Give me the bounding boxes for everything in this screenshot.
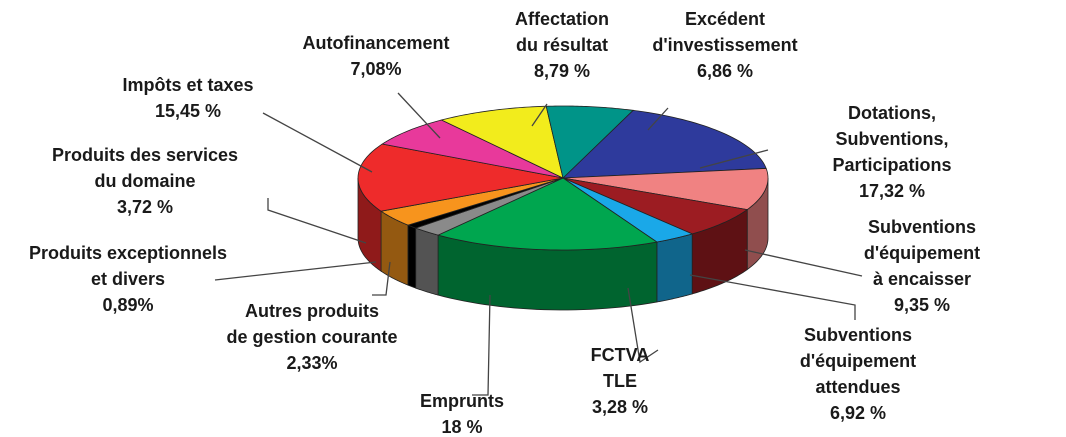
pie-tops: [357, 105, 769, 251]
category-name: Emprunts: [419, 391, 505, 411]
category-name: Subventions d'équipement attendues: [799, 325, 917, 397]
slice-label: Subventions d'équipement à encaisser 9,35…: [850, 214, 994, 318]
category-name: Subventions d'équipement à encaisser: [863, 217, 981, 289]
leader-line: [397, 92, 441, 139]
leader-line: [744, 249, 863, 277]
leader-line: [262, 112, 373, 173]
category-name: Excédent d'investissement: [652, 9, 798, 55]
value-label: 6,86 %: [696, 61, 754, 81]
value-label: 17,32 %: [858, 181, 926, 201]
slice-side: [407, 224, 417, 289]
leader-lines: [214, 92, 863, 396]
slice: [414, 177, 564, 236]
slice-label: Produits des services du domaine 3,72 %: [52, 142, 238, 220]
value-label: 3,72 %: [116, 197, 174, 217]
slice-label: Subventions d'équipement attendues 6,92 %: [754, 322, 962, 426]
category-name: Autofinancement: [302, 33, 450, 53]
leader-line: [699, 149, 769, 169]
value-label: 7,08%: [350, 59, 402, 79]
pie-sides: [357, 177, 769, 311]
value-label: 9,35 %: [893, 295, 951, 315]
leader-line: [531, 103, 548, 127]
slice-label: Autofinancement 7,08%: [302, 30, 449, 82]
slice: [561, 109, 767, 179]
slice-label: Affectation du résultat 8,79 %: [515, 6, 609, 84]
value-label: 18 %: [441, 417, 483, 437]
slice-label: Produits exceptionnels et divers 0,89%: [29, 240, 227, 318]
category-name: Dotations, Subventions, Participations: [832, 103, 952, 175]
slice-side: [656, 233, 693, 303]
slice: [562, 177, 694, 243]
slice-label: Emprunts 18 %: [420, 388, 504, 437]
category-name: Produits des services du domaine: [51, 145, 239, 191]
slice: [381, 119, 564, 179]
category-name: FCTVA TLE: [590, 345, 650, 391]
leader-line: [267, 198, 367, 244]
category-name: Autres produits de gestion courante: [226, 301, 398, 347]
slice-label: Excédent d'investissement 6,86 %: [652, 6, 797, 84]
value-label: 2,33%: [286, 353, 338, 373]
value-label: 8,79 %: [533, 61, 591, 81]
category-name: Affectation du résultat: [515, 9, 609, 55]
slice: [545, 105, 634, 179]
value-label: 0,89%: [102, 295, 154, 315]
leader-line: [689, 274, 856, 320]
slice: [562, 177, 749, 235]
slice-label: Autres produits de gestion courante 2,33%: [226, 298, 397, 376]
slice: [380, 177, 564, 226]
slice-label: FCTVA TLE 3,28 %: [591, 342, 650, 420]
leader-line: [214, 261, 377, 281]
leader-line: [627, 287, 659, 364]
value-label: 15,45 %: [154, 101, 222, 121]
slice: [357, 143, 564, 212]
slice-label: Impôts et taxes 15,45 %: [122, 72, 253, 124]
slice-side: [415, 227, 439, 296]
slice: [406, 177, 564, 229]
category-name: Produits exceptionnels et divers: [28, 243, 228, 289]
slice: [562, 168, 769, 211]
value-label: 3,28 %: [591, 397, 649, 417]
leader-line: [472, 294, 491, 396]
leader-line: [647, 107, 669, 131]
category-name: Impôts et taxes: [122, 75, 254, 95]
value-label: 6,92 %: [829, 403, 887, 423]
slice: [436, 177, 658, 251]
slice-label: Dotations, Subventions, Participations 17…: [805, 100, 979, 204]
leader-line: [372, 261, 391, 296]
